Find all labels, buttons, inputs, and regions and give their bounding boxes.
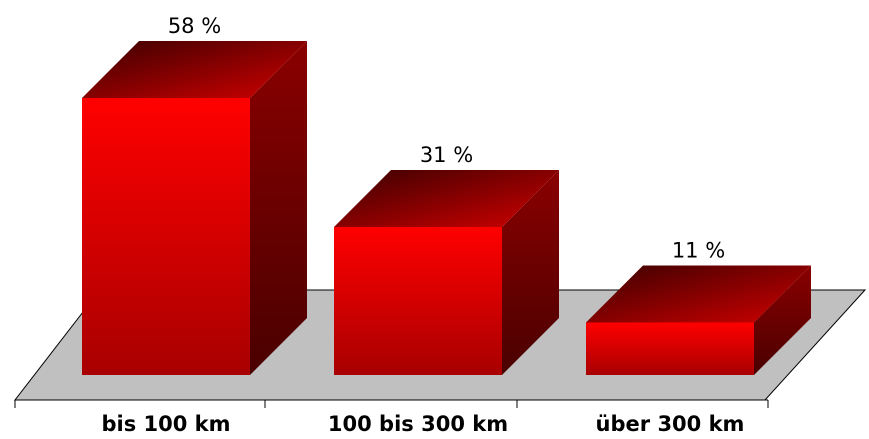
bar-side: [754, 265, 811, 375]
x-tick-label: 100 bis 300 km: [328, 412, 508, 436]
value-label: 11 %: [672, 238, 725, 262]
bar-top: [586, 265, 811, 323]
bar-side: [250, 40, 307, 375]
bar: [334, 226, 502, 375]
bar-top: [82, 40, 307, 98]
bar: [586, 322, 754, 375]
x-tick-label: über 300 km: [596, 412, 745, 436]
bar-side: [502, 169, 559, 375]
x-tick-label: bis 100 km: [101, 412, 230, 436]
value-label: 58 %: [168, 14, 221, 38]
value-label: 31 %: [420, 143, 473, 167]
bar-top: [334, 169, 559, 227]
bar: [82, 97, 250, 375]
